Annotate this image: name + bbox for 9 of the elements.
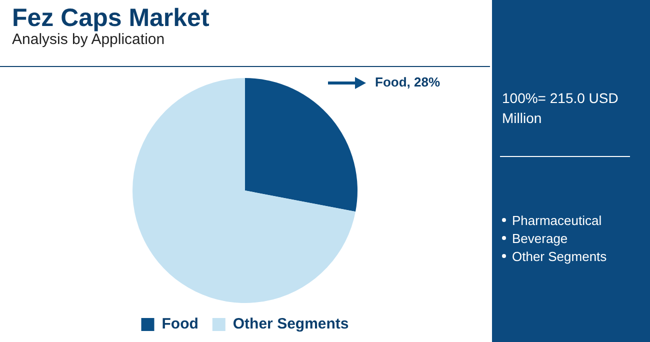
data-label: Food, 28% [375,74,440,90]
text: Pharmaceutical [511,212,603,230]
text: Beverage [511,230,569,248]
chart-title: Fez Caps Market [12,4,210,33]
text: Other Segments [511,248,607,266]
chart-subtitle: Analysis by Application [12,31,165,48]
legend-label: Other Segments [232,316,349,333]
legend-label: Food [162,316,198,333]
text: 100%= 215.0 USD Million [502,89,620,128]
